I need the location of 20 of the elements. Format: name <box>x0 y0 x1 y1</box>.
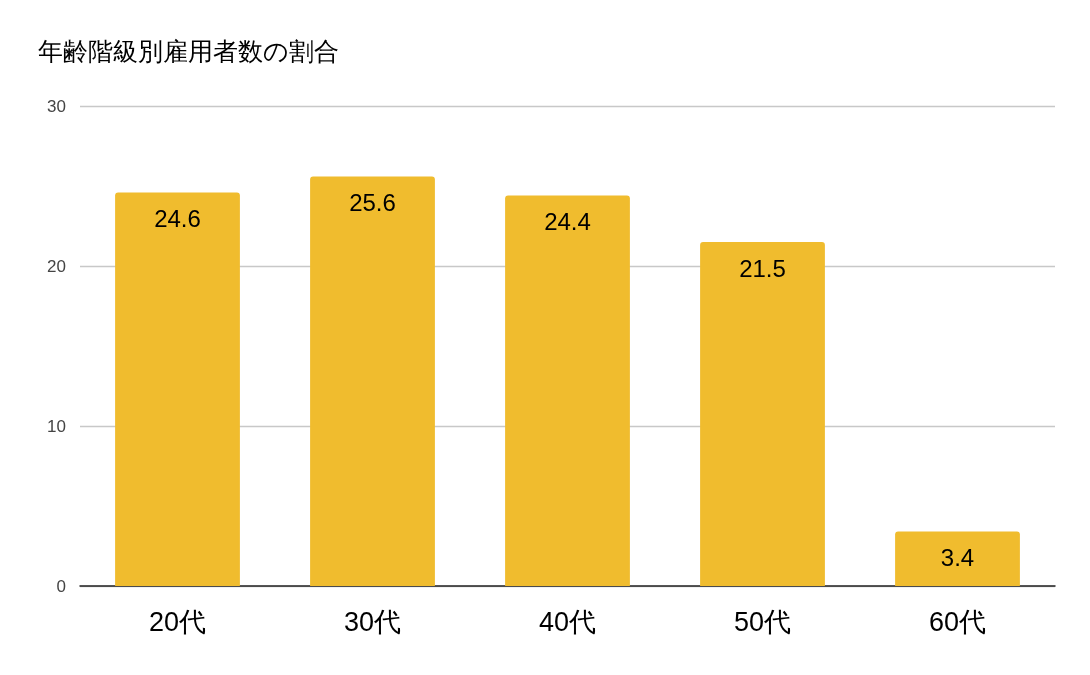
bar <box>700 242 825 586</box>
bar <box>505 195 630 586</box>
data-label: 24.4 <box>544 208 591 236</box>
y-tick-label: 30 <box>47 96 66 116</box>
x-tick-label: 40代 <box>538 606 597 637</box>
bar <box>310 176 435 586</box>
y-tick-label: 20 <box>47 256 66 276</box>
x-tick-label: 20代 <box>148 606 207 637</box>
x-tick-label: 30代 <box>343 606 402 637</box>
bar <box>895 531 1020 586</box>
data-label: 21.5 <box>739 254 786 282</box>
data-label: 3.4 <box>940 544 975 572</box>
x-tick-label: 50代 <box>733 606 792 637</box>
data-label: 24.6 <box>154 204 201 232</box>
x-tick-label: 60代 <box>928 606 987 637</box>
chart-title: 年齢階級別雇用者数の割合 <box>38 36 339 65</box>
y-tick-label: 0 <box>56 576 66 596</box>
bar <box>115 192 240 586</box>
y-tick-label: 10 <box>47 416 66 436</box>
data-label: 25.6 <box>349 188 396 216</box>
